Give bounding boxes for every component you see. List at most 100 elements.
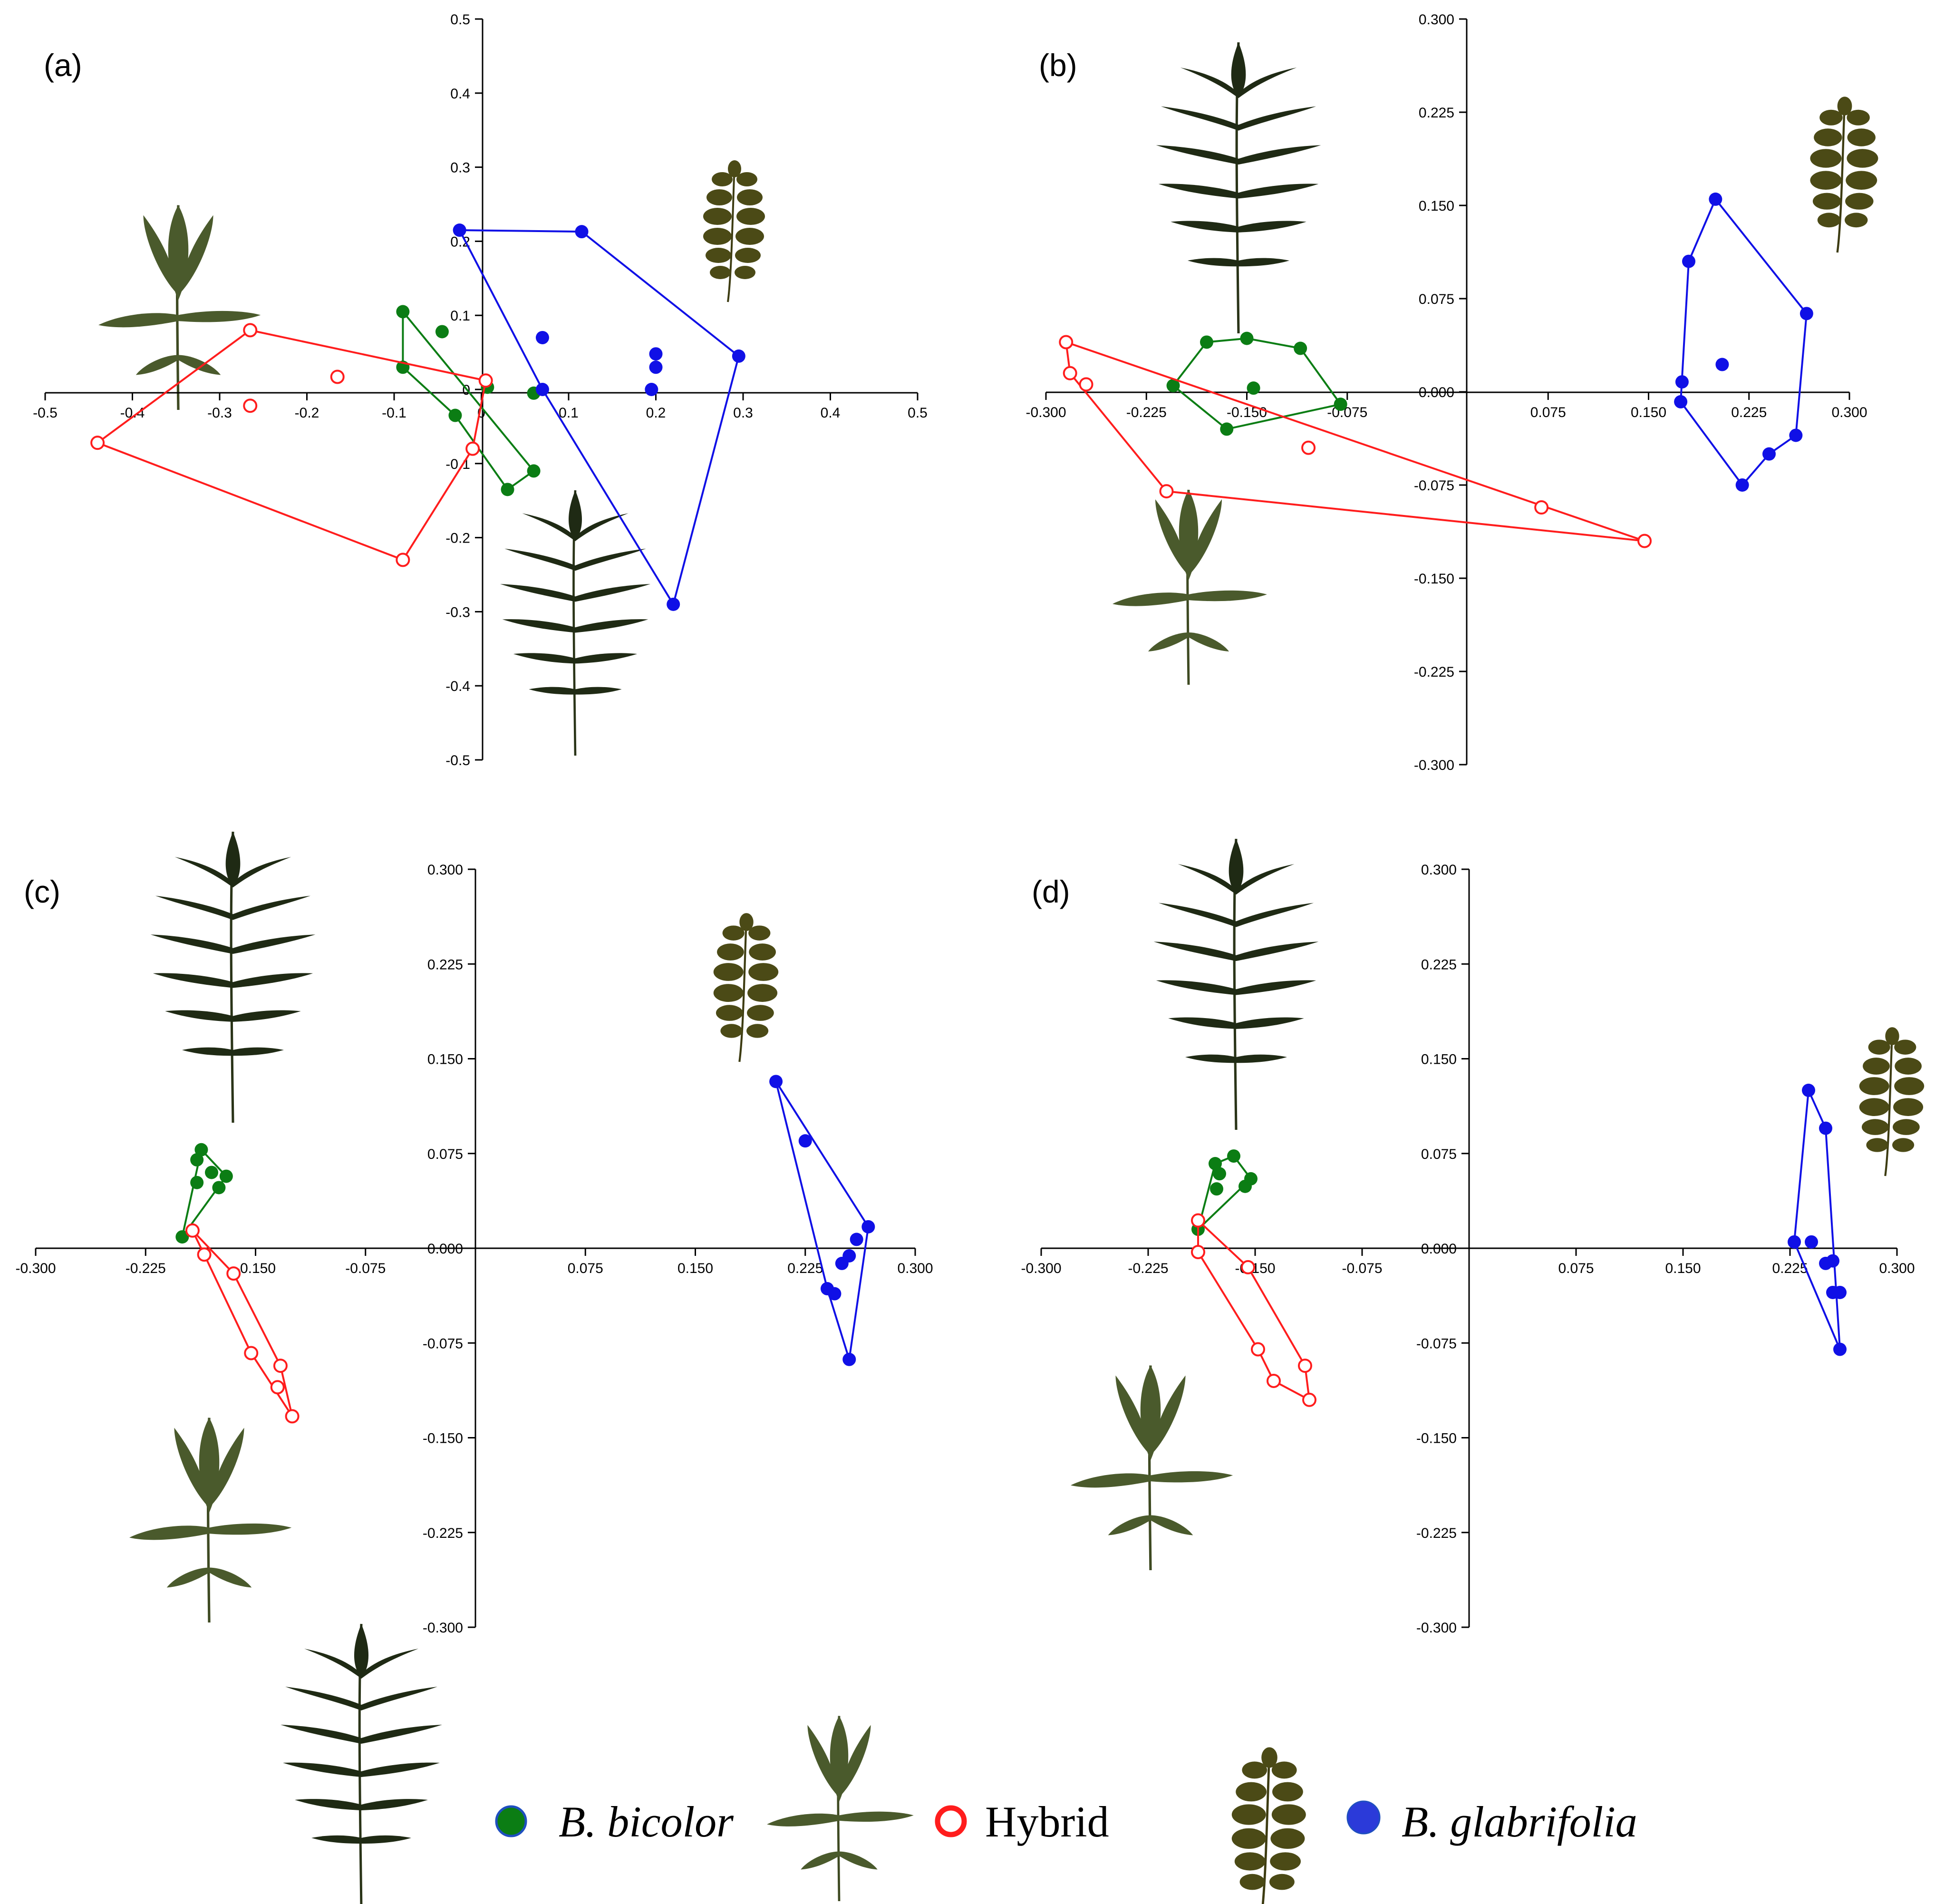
- point-glabrifolia: [850, 1233, 863, 1246]
- point-hybrid: [1241, 1260, 1255, 1274]
- point-hybrid: [90, 436, 105, 450]
- x-tick-label: -0.225: [1126, 405, 1167, 420]
- x-tick-label: 0.2: [646, 405, 666, 421]
- point-bicolor: [219, 1169, 233, 1183]
- point-glabrifolia: [835, 1256, 849, 1270]
- y-tick-label: -0.150: [1414, 571, 1454, 587]
- panel-label: (c): [24, 874, 60, 909]
- y-tick-label: 0.4: [450, 86, 470, 102]
- point-glabrifolia: [842, 1352, 856, 1366]
- y-tick-label: -0.2: [445, 531, 470, 546]
- point-bicolor: [1294, 341, 1307, 355]
- point-glabrifolia: [1715, 358, 1729, 371]
- series-bicolor: [1166, 331, 1347, 436]
- x-tick-label: 0.150: [677, 1261, 713, 1276]
- point-bicolor: [1209, 1157, 1222, 1171]
- hull-bicolor: [402, 309, 535, 491]
- point-bicolor: [212, 1181, 226, 1195]
- chart-panels: -0.5 -0.4 -0.3 -0.2 -0.1 0 0.1 0.2 0.3 0.4 0.50.50…: [15, 12, 1915, 1636]
- point-glabrifolia: [1819, 1256, 1832, 1270]
- point-glabrifolia: [1802, 1083, 1815, 1097]
- y-tick-label: 0.075: [1419, 291, 1454, 307]
- point-hybrid: [185, 1223, 200, 1238]
- x-tick-label: 0.150: [1665, 1261, 1701, 1276]
- y-tick-label: 0.000: [1421, 1241, 1457, 1257]
- y-tick-label: -0.225: [423, 1525, 463, 1541]
- point-bicolor: [190, 1175, 204, 1189]
- x-tick-label: 0.3: [733, 405, 753, 421]
- x-tick-label: -0.300: [15, 1261, 56, 1276]
- x-tick-label: 0.150: [1631, 405, 1666, 420]
- point-glabrifolia: [1735, 478, 1749, 492]
- point-hybrid: [244, 1346, 259, 1360]
- point-hybrid: [396, 553, 410, 567]
- point-hybrid: [1302, 1392, 1316, 1407]
- point-bicolor: [205, 1166, 218, 1179]
- legend-marker-hybrid: [935, 1805, 967, 1837]
- point-glabrifolia: [1788, 1235, 1801, 1249]
- point-glabrifolia: [575, 225, 589, 239]
- point-hybrid: [243, 398, 258, 413]
- x-tick-label: 0.1: [559, 405, 579, 421]
- y-tick-label: -0.300: [1416, 1620, 1457, 1636]
- y-tick-label: 0.3: [450, 160, 470, 176]
- y-tick-label: -0.4: [445, 679, 470, 694]
- x-tick-label: 0.300: [1831, 405, 1867, 420]
- y-tick-label: -0.150: [423, 1431, 463, 1447]
- y-tick-label: -0.225: [1416, 1525, 1457, 1541]
- y-tick-label: -0.075: [1416, 1336, 1457, 1351]
- point-hybrid: [270, 1380, 285, 1395]
- point-glabrifolia: [1682, 254, 1695, 268]
- hull-glabrifolia: [775, 1081, 870, 1360]
- hull-glabrifolia: [1680, 197, 1808, 487]
- point-bicolor: [501, 483, 514, 496]
- point-glabrifolia: [1789, 428, 1803, 442]
- point-glabrifolia: [1709, 192, 1722, 206]
- point-glabrifolia: [1819, 1121, 1832, 1135]
- y-tick-label: -0.5: [445, 753, 470, 768]
- panel-label: (d): [1032, 874, 1070, 909]
- series-hybrid: [90, 323, 493, 567]
- point-bicolor: [1238, 1179, 1252, 1193]
- point-hybrid: [1301, 440, 1316, 455]
- series-glabrifolia: [769, 1075, 875, 1366]
- series-bicolor: [175, 1143, 233, 1244]
- x-tick-label: 0.300: [1879, 1261, 1915, 1276]
- series-hybrid: [1059, 335, 1652, 548]
- x-tick-label: 0.4: [821, 405, 841, 421]
- x-tick-label: -0.5: [33, 405, 58, 421]
- point-glabrifolia: [649, 347, 663, 361]
- x-tick-label: 0.075: [1558, 1261, 1594, 1276]
- point-bicolor: [435, 325, 449, 339]
- series-glabrifolia: [1674, 192, 1813, 492]
- y-tick-label: -0.300: [423, 1620, 463, 1636]
- point-bicolor: [1200, 335, 1213, 349]
- point-bicolor: [190, 1153, 204, 1167]
- x-tick-label: -0.4: [120, 405, 145, 421]
- y-tick-label: 0.000: [427, 1241, 463, 1257]
- point-bicolor: [1227, 1149, 1240, 1163]
- x-tick-label: 0.225: [1731, 405, 1767, 420]
- point-glabrifolia: [798, 1134, 812, 1148]
- x-tick-label: 0.300: [897, 1261, 933, 1276]
- point-glabrifolia: [1675, 375, 1689, 389]
- point-bicolor: [1247, 381, 1260, 395]
- point-hybrid: [1298, 1359, 1312, 1373]
- point-bicolor: [527, 464, 541, 478]
- hull-hybrid: [1064, 340, 1645, 542]
- panel-label: (a): [44, 48, 82, 83]
- y-tick-label: 0.225: [1419, 105, 1454, 121]
- legend: B. bicolor Hybrid B. glabrifolia: [281, 1624, 1637, 1904]
- x-tick-label: -0.075: [345, 1261, 386, 1276]
- series-hybrid: [1191, 1213, 1316, 1407]
- hull-hybrid: [1197, 1218, 1311, 1402]
- x-tick-label: 0.075: [568, 1261, 603, 1276]
- hull-bicolor: [1196, 1155, 1252, 1233]
- point-glabrifolia: [535, 383, 549, 396]
- y-tick-label: -0.075: [423, 1336, 463, 1351]
- y-tick-label: 0.300: [1419, 12, 1454, 28]
- point-bicolor: [1334, 398, 1347, 411]
- chart-panel-3: -0.300 -0.225 -0.150 -0.075 0.075 0.150 0.225 0…: [1021, 862, 1915, 1636]
- y-tick-label: 0.300: [1421, 862, 1457, 878]
